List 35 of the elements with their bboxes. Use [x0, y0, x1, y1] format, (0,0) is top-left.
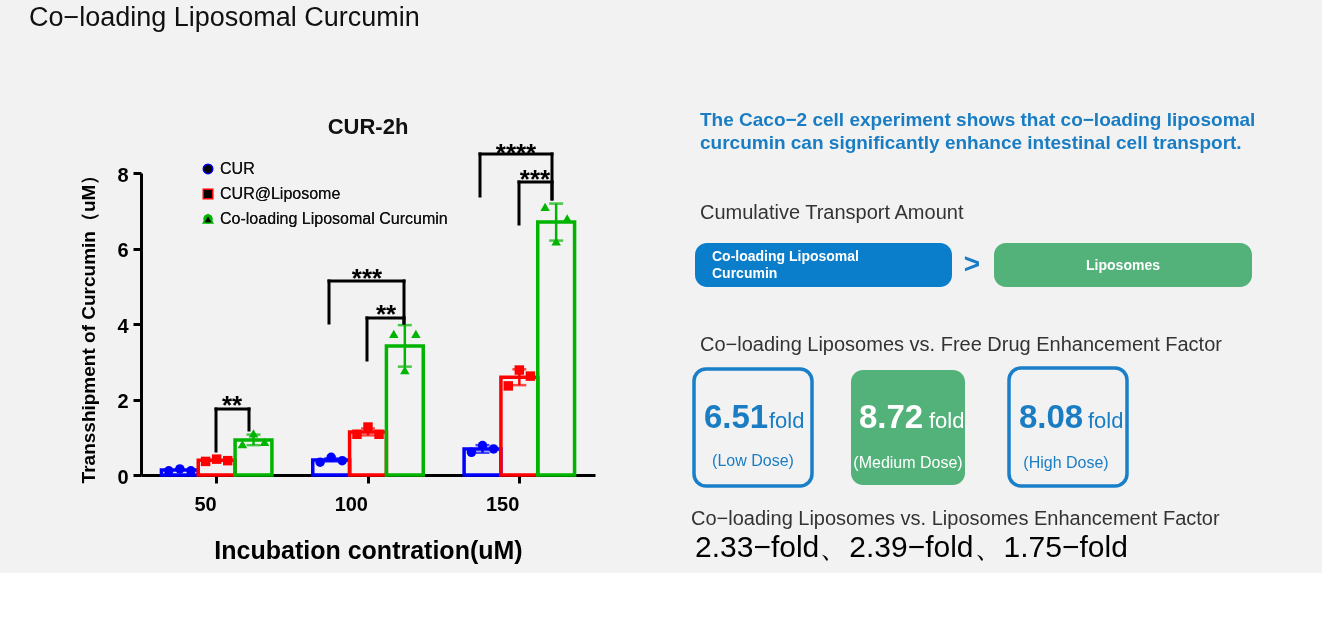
legend-label: Co-loading Liposomal Curcumin — [220, 209, 448, 227]
y-tick-label: 2 — [117, 390, 129, 412]
y-tick-label: 8 — [117, 163, 129, 186]
text: Co−loading Liposomes vs. Liposomes Enhancement Factor — [691, 507, 1220, 529]
x-tick-label: 150 — [485, 492, 520, 515]
text: Co-loading Liposomal Curcumin — [712, 248, 859, 281]
text: > — [963, 248, 981, 279]
x-tick-label: 50 — [194, 492, 217, 515]
chart-subtitle: CUR-2h — [327, 114, 409, 139]
y-tick-label: 0 — [117, 465, 129, 488]
legend-label: CUR — [220, 159, 255, 177]
text: Co−loading Liposomes vs. Free Drug Enhancement Factor — [700, 333, 1223, 355]
chart-title: Co−loading Liposomal Curcumin — [28, 2, 420, 32]
text: fold — [769, 408, 805, 433]
text: Cumulative Transport Amount — [700, 201, 964, 223]
text: (Medium Dose) — [853, 454, 963, 471]
text: 8.72 — [859, 398, 924, 435]
text: fold — [929, 408, 965, 433]
x-axis-title: Incubation contration(uM) — [214, 535, 523, 564]
text: fold — [1088, 408, 1124, 433]
text: Liposomes — [1086, 257, 1161, 273]
text: 6.51 — [704, 398, 769, 435]
x-tick-label: 100 — [334, 492, 368, 515]
y-axis-title: Transshipment of Curcumin（uM） — [78, 165, 100, 484]
text: (Low Dose) — [712, 452, 794, 469]
y-tick-label: 6 — [117, 239, 129, 261]
text: (High Dose) — [1023, 454, 1109, 471]
text: 2.33−fold、2.39−fold、1.75−fold — [695, 530, 1128, 563]
annotation: ** — [221, 390, 243, 420]
y-tick-label: 4 — [117, 314, 130, 337]
text: 8.08 — [1019, 398, 1084, 435]
legend-label: CUR@Liposome — [220, 184, 341, 202]
text: The Caco−2 cell experiment shows that co−loading liposomal curcumin can significantly enhance intestinal cell transport. — [700, 109, 1256, 153]
annotation: *** — [351, 263, 384, 293]
annotation: ** — [375, 299, 397, 329]
